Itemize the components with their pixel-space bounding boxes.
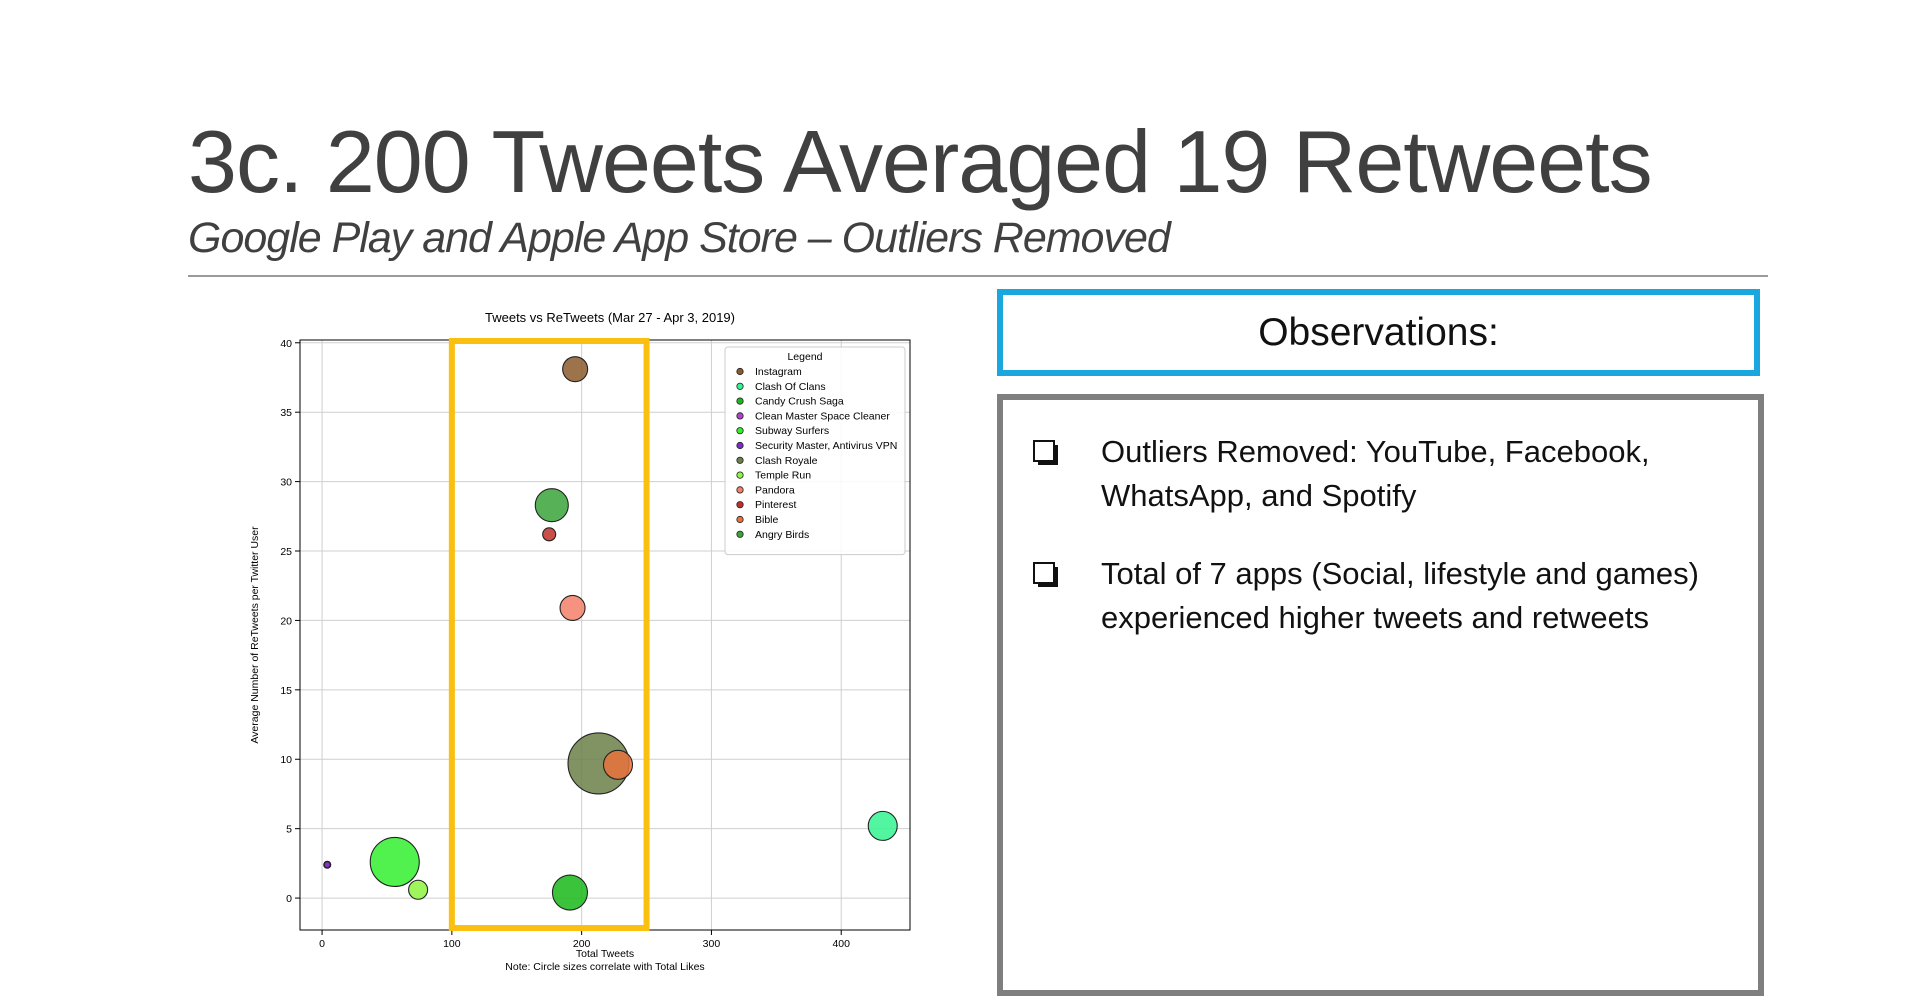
observations-notes-box: Outliers Removed: YouTube, Facebook, Wha… [997,394,1764,996]
x-tick-label: 0 [319,938,325,950]
tweets-retweets-chart: Tweets vs ReTweets (Mar 27 - Apr 3, 2019… [240,295,940,990]
legend-label: Clean Master Space Cleaner [755,410,890,422]
x-tick-label: 300 [703,938,721,950]
y-tick-label: 0 [286,893,292,905]
checkbox-bullet-icon [1033,440,1058,465]
data-points [323,356,898,911]
legend-label: Clash Of Clans [755,381,826,393]
legend-marker [736,530,744,538]
observation-bullet: Outliers Removed: YouTube, Facebook, Wha… [1033,430,1758,518]
y-tick-label: 15 [280,685,292,697]
checkbox-bullet-icon [1033,562,1058,587]
legend-marker [736,412,744,420]
legend-label: Clash Royale [755,455,818,467]
legend-marker [736,501,744,509]
data-point [867,810,898,841]
axis-ticks: 0 100 200 300 400 0 5 10 15 20 25 30 35 40 [280,338,850,950]
chart-title: Tweets vs ReTweets (Mar 27 - Apr 3, 2019… [485,310,735,325]
legend-marker [736,456,744,464]
data-point [551,874,589,911]
y-tick-label: 30 [280,477,292,489]
x-axis-label: Total Tweets [576,948,634,960]
data-point [559,594,586,621]
slide-subtitle: Google Play and Apple App Store – Outlie… [188,214,1171,262]
legend-marker [736,367,744,376]
data-point [369,836,420,888]
legend-label: Instagram [755,366,802,378]
observations-heading: Observations: [1258,310,1499,354]
chart-note: Note: Circle sizes correlate with Total … [505,961,704,973]
observation-bullet: Total of 7 apps (Social, lifestyle and g… [1033,552,1758,640]
y-tick-label: 25 [280,546,292,558]
legend-marker [736,441,744,450]
legend-marker [736,486,744,494]
highlight-box [448,338,650,931]
data-point [542,527,557,542]
y-tick-label: 5 [286,824,292,836]
y-tick-label: 10 [280,754,292,766]
legend-marker [736,427,744,435]
y-tick-label: 40 [280,338,292,350]
legend-label: Pinterest [755,499,797,511]
y-axis-label: Average Number of ReTweets per Twitter U… [249,526,261,744]
legend-frame [724,346,906,556]
legend-label: Pandora [755,484,795,496]
legend-label: Subway Surfers [755,425,829,437]
legend-label: Candy Crush Saga [755,396,844,408]
legend-marker [736,515,744,524]
legend-label: Security Master, Antivirus VPN [755,440,897,452]
observation-text: Total of 7 apps (Social, lifestyle and g… [1101,556,1699,635]
legend-label: Temple Run [755,470,811,482]
observations-header-box: Observations: [997,289,1760,376]
legend-marker [736,382,744,390]
data-point [562,356,589,383]
observation-text: Outliers Removed: YouTube, Facebook, Wha… [1101,434,1650,513]
scatter-chart-svg: Tweets vs ReTweets (Mar 27 - Apr 3, 2019… [249,310,911,973]
x-tick-label: 200 [573,938,591,950]
y-tick-label: 35 [280,407,292,419]
data-point [602,749,634,780]
chart-legend: Legend Instagram Clash Of Clans Candy Crush… [724,346,906,556]
data-point [323,861,331,869]
legend-label: Angry Birds [755,529,809,541]
legend-marker [736,397,744,405]
legend-title: Legend [787,351,822,363]
x-tick-label: 100 [443,938,461,950]
legend-marker [736,471,744,479]
legend-label: Bible [755,514,779,526]
data-point [534,488,569,523]
title-divider [188,275,1768,277]
data-point [408,879,429,900]
y-tick-label: 20 [280,615,292,627]
x-tick-label: 400 [832,938,850,950]
slide-title: 3c. 200 Tweets Averaged 19 Retweets [188,112,1653,211]
